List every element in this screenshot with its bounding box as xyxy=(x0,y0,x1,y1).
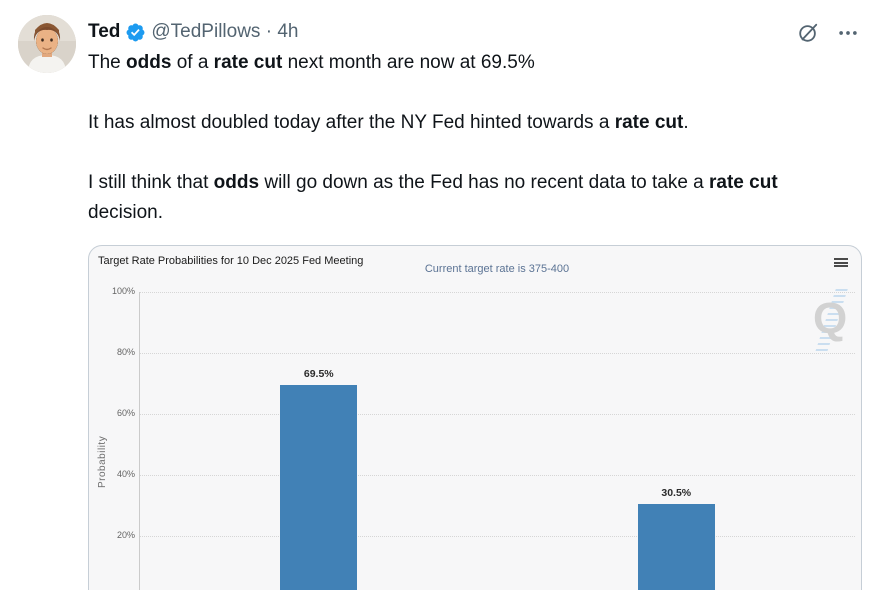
bar-value-label: 69.5% xyxy=(303,368,334,381)
author-name[interactable]: Ted xyxy=(88,21,121,42)
tweet-text: The odds of a rate cut next month are no… xyxy=(88,48,836,258)
chart-plot: 100% 80% 60% 40% 20% 69.5% 30.5% xyxy=(112,286,855,590)
chart-card[interactable]: Target Rate Probabilities for 10 Dec 202… xyxy=(88,245,862,590)
chart-subtitle: Current target rate is 375-400 xyxy=(424,263,570,275)
tweet-paragraph: The odds of a rate cut next month are no… xyxy=(88,48,836,78)
text-segment: next month are now at 69.5% xyxy=(282,52,535,73)
bar xyxy=(280,385,358,590)
text-segment-bold: odds xyxy=(126,52,172,73)
chart-menu-icon[interactable] xyxy=(834,258,848,269)
gridline xyxy=(140,414,855,415)
y-tick-label: 40% xyxy=(116,469,135,479)
gridline xyxy=(140,536,855,537)
more-options-icon[interactable] xyxy=(837,22,859,44)
header-actions xyxy=(797,22,859,44)
bar-value-label: 30.5% xyxy=(661,486,692,499)
tweet-paragraph: I still think that odds will go down as … xyxy=(88,168,836,228)
chart-title: Target Rate Probabilities for 10 Dec 202… xyxy=(98,255,364,267)
avatar[interactable] xyxy=(18,15,76,73)
y-tick-label: 60% xyxy=(116,408,135,418)
text-segment-bold: odds xyxy=(213,172,260,193)
text-segment: The xyxy=(88,52,127,73)
gridline xyxy=(140,475,855,476)
gridline xyxy=(140,292,855,293)
watermark-q-logo: Q xyxy=(809,289,853,355)
y-tick-label: 20% xyxy=(116,530,135,540)
bar xyxy=(637,503,715,590)
gridline xyxy=(140,353,855,354)
text-segment: I still think that xyxy=(88,172,214,193)
text-segment: It has almost doubled today after the NY… xyxy=(88,112,615,133)
text-segment: . xyxy=(683,112,689,133)
text-segment-bold: rate cut xyxy=(213,52,283,73)
grok-icon[interactable] xyxy=(797,22,819,44)
text-segment: will go down as the Fed has no recent da… xyxy=(259,172,710,193)
text-segment: decision. xyxy=(88,202,163,223)
tweet-paragraph: It has almost doubled today after the NY… xyxy=(88,108,836,138)
author-meta[interactable]: @TedPillows · 4h xyxy=(151,20,298,44)
y-tick-label: 100% xyxy=(111,286,135,296)
meta-separator: · xyxy=(265,21,273,42)
avatar-photo xyxy=(18,15,76,73)
text-segment: of a xyxy=(171,52,214,73)
y-tick-label: 80% xyxy=(116,347,135,357)
watermark-q-letter: Q xyxy=(813,294,848,343)
verified-badge-icon xyxy=(125,22,146,43)
text-segment-bold: rate cut xyxy=(614,112,684,133)
author-handle[interactable]: @TedPillows xyxy=(151,21,261,42)
text-segment-bold: rate cut xyxy=(709,172,778,193)
timestamp: 4h xyxy=(277,21,299,42)
tweet-header: Ted @TedPillows · 4h xyxy=(88,20,298,44)
